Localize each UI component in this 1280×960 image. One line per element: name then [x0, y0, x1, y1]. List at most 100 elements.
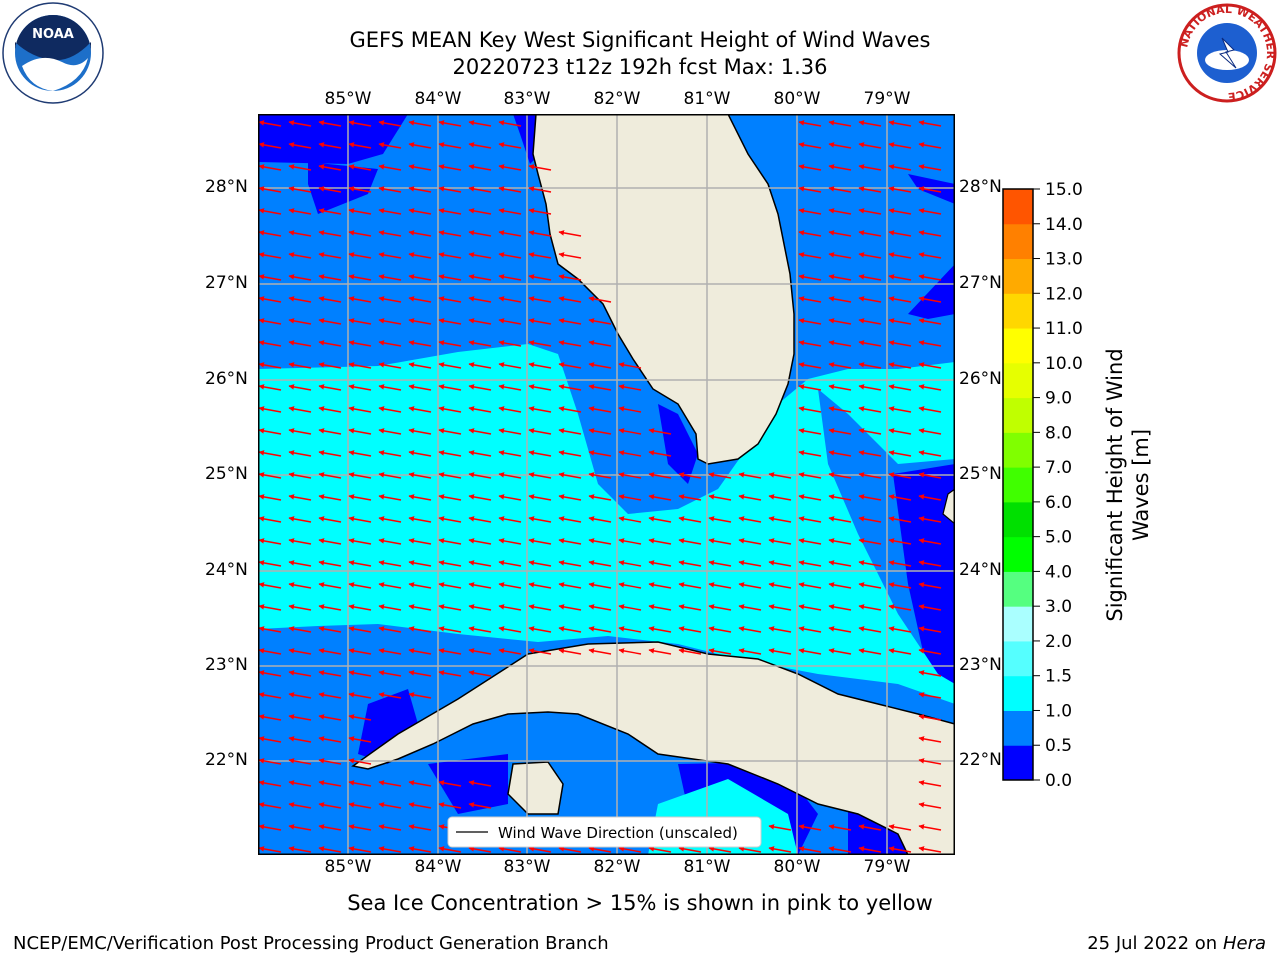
wind-wave-arrow — [438, 450, 462, 457]
wind-wave-arrow — [588, 846, 612, 853]
wind-wave-arrow — [378, 692, 402, 699]
wind-wave-arrow — [378, 208, 402, 215]
wind-wave-arrow — [918, 340, 942, 347]
wind-wave-arrow — [558, 648, 582, 655]
wind-wave-arrow — [468, 802, 492, 809]
wind-wave-arrow — [798, 604, 822, 611]
lat-label-right: 22°N — [959, 750, 1002, 770]
wind-wave-arrow — [348, 824, 372, 831]
wind-wave-arrow — [798, 318, 822, 325]
wind-wave-arrow — [558, 560, 582, 567]
wind-wave-arrow — [348, 692, 372, 699]
wind-wave-arrow — [618, 846, 642, 853]
wind-wave-arrow — [888, 164, 912, 171]
map-plot: Wind Wave Direction (unscaled) — [258, 114, 955, 855]
wind-wave-arrow — [888, 516, 912, 523]
lat-label-right: 27°N — [959, 273, 1002, 293]
wind-wave-arrow — [498, 560, 522, 567]
wind-wave-arrow — [378, 626, 402, 633]
footer-system: Hera — [1222, 933, 1266, 954]
wind-wave-arrow — [258, 582, 282, 589]
wind-wave-arrow — [408, 142, 432, 149]
wind-wave-arrow — [738, 846, 762, 853]
lon-label-bottom: 83°W — [503, 857, 551, 877]
wind-wave-arrow — [318, 230, 342, 237]
lat-label-right: 24°N — [959, 560, 1002, 580]
wind-wave-arrow — [288, 340, 312, 347]
wind-wave-arrow — [378, 318, 402, 325]
wind-wave-arrow — [288, 758, 312, 765]
wind-wave-arrow — [378, 384, 402, 391]
wind-wave-arrow — [678, 582, 702, 589]
wind-wave-arrow — [558, 318, 582, 325]
nws-logo-icon: NATIONAL WEATHER SERVICE — [1176, 2, 1278, 104]
colorbar-tick-label: 8.0 — [1045, 423, 1072, 443]
wind-wave-arrow — [918, 824, 942, 831]
wind-wave-arrow — [798, 560, 822, 567]
wind-wave-arrow — [378, 604, 402, 611]
colorbar-label: Significant Height of Wind Waves [m] — [1103, 348, 1153, 621]
wind-wave-arrow — [258, 274, 282, 281]
wind-wave-arrow — [588, 428, 612, 435]
wind-wave-arrow — [438, 340, 462, 347]
wind-wave-arrow — [258, 538, 282, 545]
wind-wave-arrow — [918, 164, 942, 171]
wind-wave-arrow — [468, 648, 492, 655]
wind-wave-arrow — [348, 736, 372, 743]
wind-wave-arrow — [318, 318, 342, 325]
wind-wave-arrow — [798, 230, 822, 237]
wind-wave-arrow — [918, 428, 942, 435]
wind-wave-arrow — [408, 824, 432, 831]
wind-wave-arrow — [798, 538, 822, 545]
wind-wave-arrow — [318, 736, 342, 743]
footer-date: 25 Jul 2022 on Hera — [1087, 933, 1266, 954]
wind-wave-arrow — [378, 494, 402, 501]
colorbar-bin — [1003, 467, 1033, 503]
colorbar-tick-label: 11.0 — [1045, 319, 1083, 339]
map-legend: Wind Wave Direction (unscaled) — [447, 816, 762, 848]
wind-wave-arrow — [288, 186, 312, 193]
wind-wave-arrow — [498, 142, 522, 149]
wind-wave-arrow — [678, 560, 702, 567]
colorbar-tick-label: 3.0 — [1045, 597, 1072, 617]
wind-wave-arrow — [588, 582, 612, 589]
wind-wave-arrow — [828, 318, 852, 325]
wind-wave-arrow — [258, 406, 282, 413]
wind-wave-arrow — [258, 714, 282, 721]
wind-wave-arrow — [348, 428, 372, 435]
wind-wave-arrow — [318, 824, 342, 831]
wind-wave-arrow — [378, 802, 402, 809]
colorbar-bin — [1003, 432, 1033, 468]
wind-wave-arrow — [798, 142, 822, 149]
colorbar-bin — [1003, 293, 1033, 329]
wind-wave-arrow — [618, 428, 642, 435]
wind-wave-arrow — [768, 846, 792, 853]
wind-wave-arrow — [258, 362, 282, 369]
wind-wave-arrow — [708, 516, 732, 523]
wind-wave-arrow — [378, 164, 402, 171]
colorbar-bin — [1003, 397, 1033, 433]
wind-wave-arrow — [798, 824, 822, 831]
wind-wave-arrow — [408, 384, 432, 391]
wind-wave-arrow — [888, 406, 912, 413]
wind-wave-arrow — [408, 692, 432, 699]
lon-label-top: 83°W — [503, 89, 551, 109]
lon-label-bottom: 84°W — [414, 857, 462, 877]
wind-wave-arrow — [498, 538, 522, 545]
wind-wave-arrow — [858, 252, 882, 259]
colorbar-bin — [1003, 536, 1033, 572]
wind-wave-arrow — [918, 736, 942, 743]
colorbar-frame — [1002, 188, 1034, 781]
wind-wave-arrow — [888, 538, 912, 545]
wind-wave-arrow — [288, 318, 312, 325]
wind-wave-arrow — [918, 516, 942, 523]
wind-wave-arrow — [918, 274, 942, 281]
wind-wave-arrow — [378, 406, 402, 413]
noaa-logo-text: NOAA — [32, 27, 74, 42]
wind-wave-arrow — [348, 406, 372, 413]
wind-wave-arrow — [288, 516, 312, 523]
wind-wave-arrow — [408, 340, 432, 347]
wind-wave-arrow — [858, 648, 882, 655]
wind-wave-arrow — [858, 208, 882, 215]
wind-wave-arrow — [258, 142, 282, 149]
